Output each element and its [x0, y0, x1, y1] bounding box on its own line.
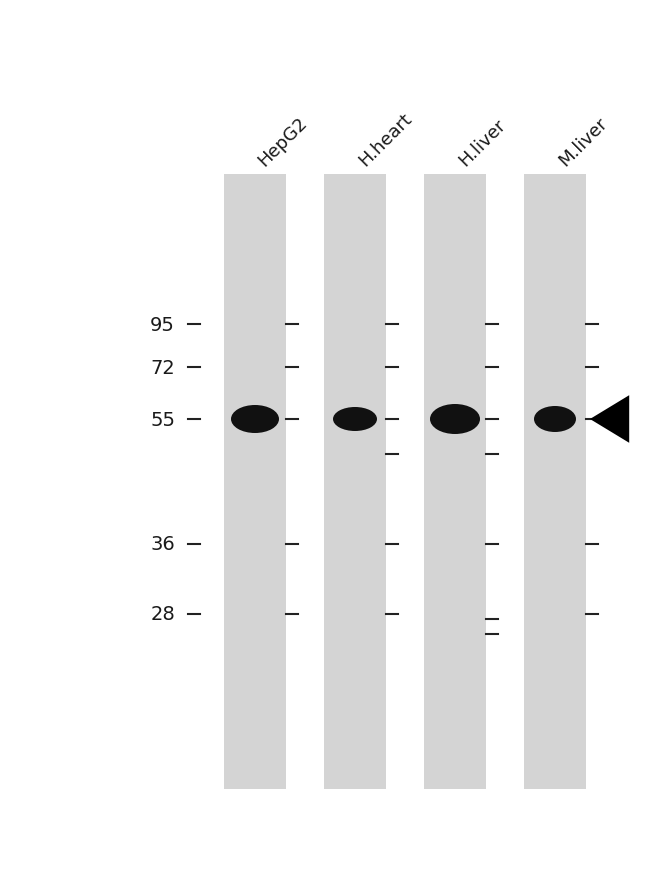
- Text: 72: 72: [150, 358, 175, 377]
- Bar: [424, 175, 486, 789]
- Text: HepG2: HepG2: [255, 114, 311, 170]
- Bar: [324, 175, 386, 789]
- Text: 36: 36: [150, 535, 175, 554]
- Ellipse shape: [333, 408, 377, 432]
- Text: 28: 28: [150, 605, 175, 624]
- Text: 55: 55: [150, 410, 175, 429]
- Text: 95: 95: [150, 316, 175, 334]
- Ellipse shape: [430, 405, 480, 434]
- Text: H.heart: H.heart: [355, 110, 415, 170]
- Bar: [224, 175, 286, 789]
- Ellipse shape: [534, 407, 576, 433]
- Text: M.liver: M.liver: [555, 114, 611, 170]
- Bar: [524, 175, 586, 789]
- Polygon shape: [590, 396, 629, 443]
- Text: H.liver: H.liver: [455, 116, 509, 170]
- Ellipse shape: [231, 406, 279, 434]
